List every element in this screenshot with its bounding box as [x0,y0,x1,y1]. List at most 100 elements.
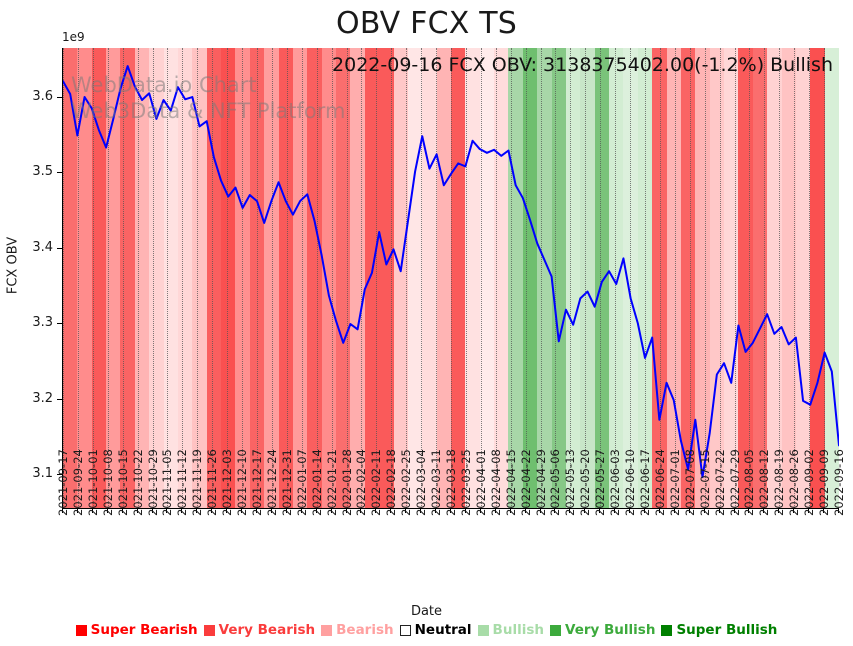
x-axis-tick-label: 2021-11-05 [160,449,175,516]
sentiment-band [609,48,625,508]
sentiment-band [177,48,193,508]
x-axis-tick-mark [718,508,720,513]
vertical-gridline [421,48,423,508]
x-axis-tick-label: 2022-07-15 [697,449,712,516]
vertical-gridline [734,48,736,508]
x-axis-tick-label: 2022-03-25 [458,449,473,516]
x-axis-tick-label: 2022-04-15 [503,449,518,516]
legend-item[interactable]: Super Bearish [75,622,198,638]
legend-label: Bullish [492,622,544,638]
x-axis-tick-mark [808,508,810,513]
x-axis-tick-mark [166,508,168,513]
x-axis-tick-label: 2022-06-24 [652,449,667,516]
y-axis-offset-label: 1e9 [62,30,85,44]
vertical-gridline [361,48,363,508]
x-axis-tick-label: 2022-01-07 [294,449,309,516]
legend-swatch [477,624,489,636]
sentiment-band [494,48,510,508]
vertical-gridline [212,48,214,508]
x-axis-tick-label: 2021-12-03 [220,449,235,516]
vertical-gridline [92,48,94,508]
x-axis-tick-label: 2022-06-03 [608,449,623,516]
y-axis-tick-label: 3.6 [32,89,53,105]
x-axis-tick-label: 2022-07-08 [682,449,697,516]
vertical-gridline [570,48,572,508]
x-axis-tick-label: 2021-10-29 [145,449,160,516]
x-axis-tick-mark [494,508,496,513]
x-axis-label: Date [410,604,443,619]
x-axis-tick-label: 2021-10-15 [115,449,130,516]
x-axis-tick-mark [673,508,675,513]
x-axis-tick-mark [151,508,153,513]
vertical-gridline [152,48,154,508]
sentiment-band [465,48,481,508]
gridline-layer [63,48,839,508]
legend-label: Super Bullish [676,622,778,638]
legend-item[interactable]: Bearish [321,622,394,638]
sentiment-band [192,48,208,508]
x-axis-tick-label: 2021-11-12 [175,449,190,516]
legend: Super Bearish Very Bearish Bearish Neutral B… [0,618,853,642]
x-axis-tick-mark [420,508,422,513]
x-axis-tick-mark [62,508,63,513]
vertical-gridline [122,48,124,508]
legend-label: Bearish [336,622,394,638]
vertical-gridline [391,48,393,508]
legend-item[interactable]: Super Bullish [661,622,777,638]
x-axis-tick-mark [330,508,332,513]
vertical-gridline [615,48,617,508]
x-axis-tick-label: 2021-12-31 [279,449,294,516]
x-axis-tick-mark [733,508,735,513]
x-axis-tick-label: 2022-04-29 [533,449,548,516]
vertical-gridline [495,48,497,508]
x-axis-tick-mark [748,508,750,513]
x-axis-tick-mark [778,508,780,513]
vertical-gridline [436,48,438,508]
x-axis-tick-mark [599,508,601,513]
y-axis-tick-mark [57,172,62,174]
x-axis-tick-mark [91,508,93,513]
y-axis-tick-mark [57,323,62,325]
vertical-gridline [286,48,288,508]
y-axis-tick-mark [57,247,62,249]
x-axis-tick-mark [285,508,287,513]
x-axis-tick-label: 2022-07-01 [667,449,682,516]
vertical-gridline [301,48,303,508]
x-axis-tick-mark [509,508,511,513]
sentiment-band [206,48,222,508]
vertical-gridline [182,48,184,508]
x-axis-tick-mark [300,508,302,513]
legend-item[interactable]: Neutral [399,622,472,638]
vertical-gridline [227,48,229,508]
vertical-gridline [719,48,721,508]
sentiment-band [307,48,323,508]
x-axis-tick-mark [390,508,392,513]
x-axis-tick-mark [241,508,243,513]
vertical-gridline [63,48,64,508]
x-axis-tick-label: 2022-03-18 [444,449,458,516]
vertical-gridline [704,48,706,508]
vertical-gridline [451,48,452,508]
vertical-gridline [331,48,333,508]
vertical-gridline [197,48,199,508]
sentiment-band [752,48,768,508]
obv-line-path [63,65,839,479]
vertical-gridline [540,48,542,508]
legend-item[interactable]: Bullish [477,622,544,638]
legend-item[interactable]: Very Bullish [549,622,655,638]
x-axis-tick-label: 2022-01-21 [324,449,339,516]
x-axis-tick-label: 2021-10-08 [100,449,115,516]
vertical-gridline [271,48,273,508]
sentiment-band [781,48,797,508]
sentiment-band [63,48,78,508]
sentiment-band [407,48,423,508]
x-axis-tick-label: 2021-11-19 [190,449,205,516]
sentiment-band [680,48,696,508]
vertical-gridline [794,48,796,508]
sentiment-band [292,48,308,508]
vertical-gridline [242,48,244,508]
legend-item[interactable]: Very Bearish [203,622,315,638]
x-axis-tick-label: 2022-08-05 [742,449,757,516]
x-axis-tick-mark [375,508,377,513]
